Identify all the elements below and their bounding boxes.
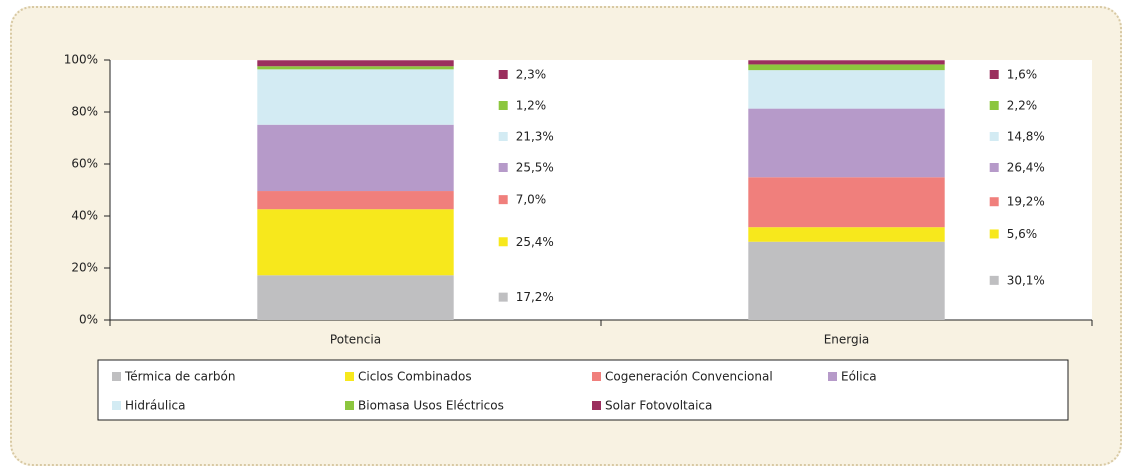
legend-swatch: [112, 372, 121, 381]
bar-segment: [748, 177, 945, 228]
label-swatch: [498, 292, 508, 302]
data-label: 2,3%: [516, 68, 547, 82]
label-swatch: [498, 132, 508, 141]
label-swatch: [498, 195, 508, 205]
data-label: 30,1%: [1007, 273, 1045, 287]
data-label: 19,2%: [1007, 195, 1045, 209]
bar-segment: [257, 66, 454, 70]
bar-segment: [257, 69, 454, 125]
legend-label: Ciclos Combinados: [358, 370, 472, 384]
label-swatch: [498, 70, 508, 79]
bar-segment: [257, 275, 454, 320]
bar-segment: [257, 124, 454, 192]
bar-segment: [257, 191, 454, 210]
legend-label: Solar Fotovoltaica: [605, 399, 712, 413]
legend-swatch: [112, 401, 121, 410]
y-tick-label: 60%: [71, 157, 98, 171]
data-label: 5,6%: [1007, 227, 1037, 241]
bar-segment: [748, 60, 945, 65]
data-label: 17,2%: [516, 290, 554, 304]
label-swatch: [989, 101, 999, 110]
bar-segment: [748, 227, 945, 242]
data-label: 2,2%: [1007, 99, 1037, 113]
label-swatch: [989, 70, 999, 79]
legend-label: Cogeneración Convencional: [605, 370, 773, 384]
label-swatch: [989, 163, 999, 172]
bar-segment: [257, 209, 454, 276]
legend-swatch: [592, 372, 601, 381]
legend-label: Térmica de carbón: [124, 370, 235, 384]
data-label: 21,3%: [516, 130, 554, 144]
bar-segment: [257, 60, 454, 67]
label-swatch: [989, 275, 999, 285]
data-label: 1,6%: [1007, 68, 1037, 82]
label-swatch: [989, 197, 999, 207]
y-tick-label: 100%: [64, 53, 98, 67]
data-label: 26,4%: [1007, 161, 1045, 175]
label-swatch: [989, 229, 999, 239]
y-tick-label: 80%: [71, 105, 98, 119]
data-label: 7,0%: [516, 193, 547, 207]
bar-segment: [748, 108, 945, 178]
legend-label: Biomasa Usos Eléctricos: [358, 399, 504, 413]
label-swatch: [989, 132, 999, 141]
legend-box: [97, 359, 1069, 421]
data-label: 25,4%: [516, 235, 554, 249]
label-swatch: [498, 163, 508, 172]
bar-segment: [748, 241, 945, 320]
label-swatch: [498, 237, 508, 247]
label-swatch: [498, 101, 508, 110]
legend-swatch: [345, 372, 354, 381]
legend-swatch: [828, 372, 837, 381]
y-tick-label: 40%: [71, 209, 98, 223]
y-tick-label: 0%: [79, 313, 98, 327]
bar-segment: [748, 64, 945, 71]
x-tick-label: Energia: [824, 333, 870, 347]
legend-label: Hidráulica: [125, 399, 186, 413]
data-label: 14,8%: [1007, 130, 1045, 144]
y-tick-label: 20%: [71, 261, 98, 275]
legend-swatch: [345, 401, 354, 410]
bar-segment: [748, 70, 945, 109]
legend-swatch: [592, 401, 601, 410]
legend-label: Eólica: [841, 370, 877, 384]
data-label: 25,5%: [516, 161, 554, 175]
x-tick-label: Potencia: [330, 333, 381, 347]
data-label: 1,2%: [516, 99, 547, 113]
